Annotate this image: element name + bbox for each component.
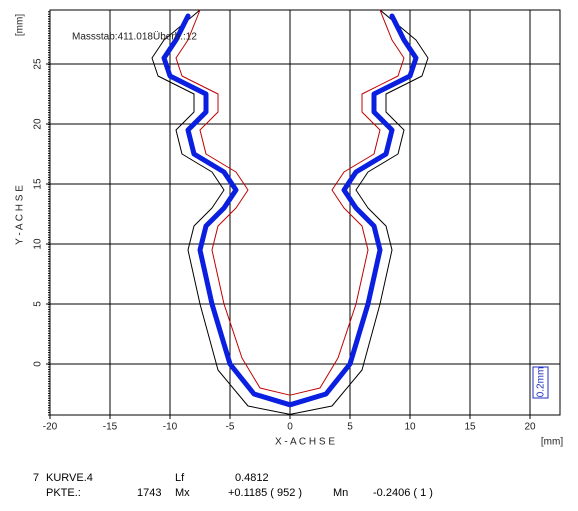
scale-annotation: Massstab:411.018Überh.:12 [72,31,197,43]
x-tick-label: 5 [347,422,353,433]
mn-value: -0.2406 ( 1 ) [373,487,433,499]
mn-label: Mn [333,487,348,499]
profile-curve [175,9,405,396]
x-tick-label: -5 [226,422,235,433]
x-tick-label: 0 [287,422,293,433]
x-tick-label: 10 [404,422,416,433]
x-tick-label: -15 [103,422,118,433]
curves [151,9,429,415]
lf-value: 0.4812 [235,472,269,484]
y-tick-label: 5 [33,301,44,307]
profile-curve [161,13,419,408]
y-unit: [mm] [15,14,26,36]
mx-value: +0.1185 ( 952 ) [228,487,302,499]
y-tick-label: 25 [33,58,44,70]
x-tick-label: -10 [163,422,178,433]
x-label: X - A C H S E [275,437,335,448]
x-tick-label: 20 [524,422,536,433]
points-value: 1743 [137,487,161,499]
y-tick-label: 0 [33,361,44,367]
curve-number: 7 [33,472,39,484]
footer: 7 KURVE.4 Lf 0.4812 PKTE.: 1743 Mx +0.11… [33,472,433,499]
scale-bar-label: 0.2mm [536,367,547,398]
mx-label: Mx [175,487,190,499]
curve-name: KURVE.4 [46,472,93,484]
x-unit: [mm] [541,437,563,448]
y-label: Y - A C H S E [15,185,26,245]
x-tick-label: -20 [43,422,58,433]
scale-bar [532,366,549,399]
lf-label: Lf [175,472,185,484]
points-label: PKTE.: [46,487,81,499]
y-tick-label: 20 [33,118,44,130]
x-tick-label: 15 [464,422,476,433]
y-tick-label: 10 [33,238,44,250]
y-tick-label: 15 [33,178,44,190]
profile-curve [151,9,429,415]
